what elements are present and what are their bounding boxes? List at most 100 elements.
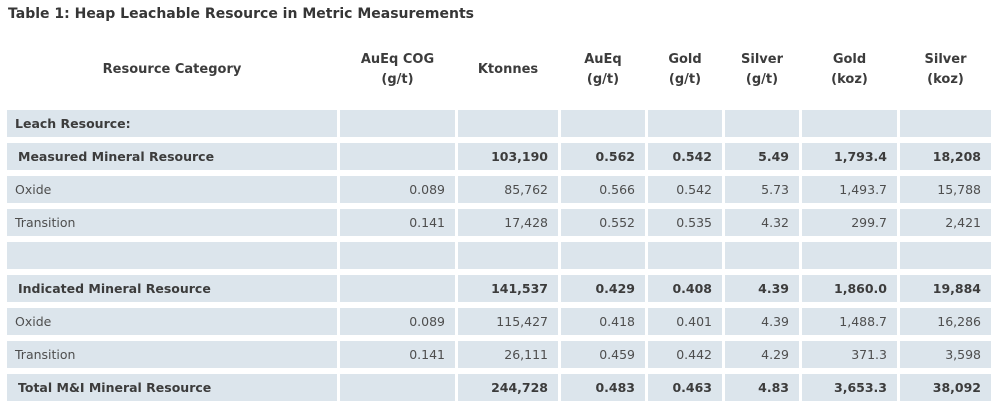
value-cell: 26,111 — [458, 341, 558, 368]
table-row: Total M&I Mineral Resource 244,728 0.483 0.… — [7, 374, 991, 401]
value-cell: 0.442 — [648, 341, 722, 368]
value-cell — [725, 242, 799, 269]
column-header-silver-gt: Silver (g/t) — [725, 36, 799, 104]
column-label: Silver — [924, 51, 967, 67]
value-cell: 115,427 — [458, 308, 558, 335]
column-header-gold-gt: Gold (g/t) — [648, 36, 722, 104]
category-cell: Leach Resource: — [7, 110, 337, 137]
column-header-gold-koz: Gold (koz) — [802, 36, 897, 104]
category-cell: Oxide — [7, 308, 337, 335]
value-cell: 1,860.0 — [802, 275, 897, 302]
category-cell: Oxide — [7, 176, 337, 203]
value-cell — [648, 242, 722, 269]
value-cell: 5.73 — [725, 176, 799, 203]
category-cell: Transition — [7, 341, 337, 368]
column-header-aueq-cog: AuEq COG (g/t) — [340, 36, 455, 104]
column-label: AuEq COG — [360, 51, 435, 67]
resource-table: Resource Category AuEq COG (g/t) Ktonnes … — [4, 30, 994, 407]
value-cell: 0.141 — [340, 209, 455, 236]
value-cell: 0.483 — [561, 374, 645, 401]
table-body: Leach Resource: Measured Mineral Resource… — [7, 110, 991, 401]
value-cell: 3,598 — [900, 341, 991, 368]
value-cell: 0.089 — [340, 308, 455, 335]
value-cell: 103,190 — [458, 143, 558, 170]
column-header-aueq-gt: AuEq (g/t) — [561, 36, 645, 104]
value-cell — [561, 110, 645, 137]
table-title: Table 1: Heap Leachable Resource in Metr… — [8, 6, 474, 22]
value-cell: 38,092 — [900, 374, 991, 401]
value-cell: 17,428 — [458, 209, 558, 236]
value-cell — [340, 110, 455, 137]
value-cell: 244,728 — [458, 374, 558, 401]
value-cell: 0.089 — [340, 176, 455, 203]
value-cell: 371.3 — [802, 341, 897, 368]
value-cell — [648, 110, 722, 137]
table-row: Oxide 0.089 85,762 0.566 0.542 5.73 1,493.7 15,… — [7, 176, 991, 203]
column-header-silver-koz: Silver (koz) — [900, 36, 991, 104]
value-cell: 15,788 — [900, 176, 991, 203]
value-cell: 1,493.7 — [802, 176, 897, 203]
value-cell — [900, 110, 991, 137]
category-cell: Transition — [7, 209, 337, 236]
column-label: AuEq — [584, 51, 622, 67]
value-cell: 0.401 — [648, 308, 722, 335]
table-row — [7, 242, 991, 269]
value-cell: 299.7 — [802, 209, 897, 236]
column-label: Silver — [741, 51, 783, 67]
column-label: Ktonnes — [477, 61, 539, 77]
column-unit: (g/t) — [668, 72, 702, 87]
value-cell: 85,762 — [458, 176, 558, 203]
value-cell: 2,421 — [900, 209, 991, 236]
value-cell — [561, 242, 645, 269]
value-cell: 4.29 — [725, 341, 799, 368]
value-cell — [340, 143, 455, 170]
column-unit: (g/t) — [745, 72, 779, 87]
value-cell: 0.566 — [561, 176, 645, 203]
table-row: Transition 0.141 17,428 0.552 0.535 4.32 299.7… — [7, 209, 991, 236]
table-row: Measured Mineral Resource 103,190 0.562 0.5… — [7, 143, 991, 170]
value-cell: 3,653.3 — [802, 374, 897, 401]
table-row: Oxide 0.089 115,427 0.418 0.401 4.39 1,488.7 16… — [7, 308, 991, 335]
value-cell: 0.463 — [648, 374, 722, 401]
value-cell: 0.552 — [561, 209, 645, 236]
table-row: Indicated Mineral Resource 141,537 0.429 0.… — [7, 275, 991, 302]
value-cell: 1,793.4 — [802, 143, 897, 170]
column-header-resource-category: Resource Category — [7, 36, 337, 104]
value-cell — [340, 242, 455, 269]
category-cell: Indicated Mineral Resource — [7, 275, 337, 302]
column-label: Gold — [832, 51, 867, 67]
column-unit: (koz) — [831, 72, 868, 87]
value-cell — [340, 275, 455, 302]
value-cell: 4.39 — [725, 275, 799, 302]
value-cell: 0.141 — [340, 341, 455, 368]
value-cell: 0.535 — [648, 209, 722, 236]
value-cell: 0.542 — [648, 143, 722, 170]
value-cell: 19,884 — [900, 275, 991, 302]
category-cell — [7, 242, 337, 269]
value-cell — [802, 110, 897, 137]
value-cell: 4.83 — [725, 374, 799, 401]
column-header-ktonnes: Ktonnes — [458, 36, 558, 104]
header-row: Resource Category AuEq COG (g/t) Ktonnes … — [7, 36, 991, 104]
value-cell: 0.418 — [561, 308, 645, 335]
value-cell — [458, 242, 558, 269]
value-cell: 0.429 — [561, 275, 645, 302]
value-cell: 141,537 — [458, 275, 558, 302]
value-cell: 16,286 — [900, 308, 991, 335]
category-cell: Total M&I Mineral Resource — [7, 374, 337, 401]
value-cell: 5.49 — [725, 143, 799, 170]
table-row: Transition 0.141 26,111 0.459 0.442 4.29 371.3… — [7, 341, 991, 368]
column-unit: (g/t) — [586, 72, 620, 87]
value-cell: 1,488.7 — [802, 308, 897, 335]
value-cell — [802, 242, 897, 269]
value-cell: 0.408 — [648, 275, 722, 302]
column-label: Resource Category — [102, 61, 242, 77]
value-cell: 4.39 — [725, 308, 799, 335]
category-cell: Measured Mineral Resource — [7, 143, 337, 170]
table-row: Leach Resource: — [7, 110, 991, 137]
value-cell: 0.542 — [648, 176, 722, 203]
column-label: Gold — [668, 51, 702, 67]
value-cell: 0.562 — [561, 143, 645, 170]
value-cell: 4.32 — [725, 209, 799, 236]
value-cell — [340, 374, 455, 401]
